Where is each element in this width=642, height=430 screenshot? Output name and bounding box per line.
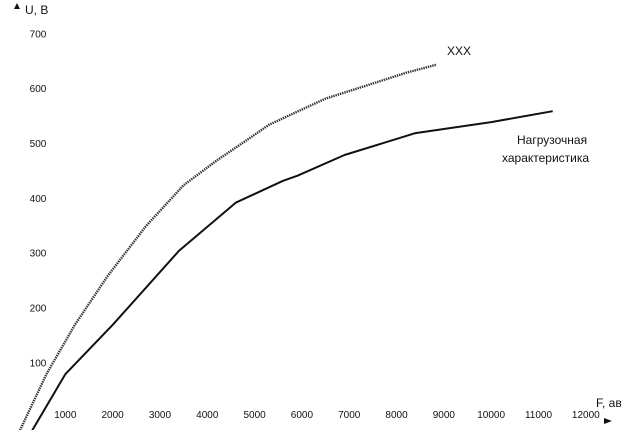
y-tick-label: 500 (30, 139, 47, 150)
x-tick-label: 12000 (572, 410, 600, 421)
x-tick-label: 5000 (243, 410, 266, 421)
series-line-load (31, 110, 553, 430)
y-tick-label: 700 (30, 29, 47, 40)
y-axis-label: U, В (25, 3, 48, 17)
y-tick-label: 300 (30, 249, 47, 260)
x-axis-arrow-icon (604, 418, 612, 424)
x-tick-label: 1000 (54, 410, 77, 421)
load-curve-label-line1: Нагрузочная (517, 133, 587, 147)
x-tick-label: 10000 (477, 410, 505, 421)
x-tick-label: 6000 (291, 410, 314, 421)
series-line-xxx (18, 63, 438, 430)
x-tick-labels: 1000 2000 3000 4000 5000 6000 7000 8000 9000 1000… (54, 410, 600, 421)
x-tick-label: 11000 (525, 410, 553, 421)
y-tick-label: 200 (30, 303, 47, 314)
x-axis-label: F, ав (596, 396, 622, 410)
x-tick-label: 3000 (149, 410, 172, 421)
y-tick-label: 100 (30, 358, 47, 369)
y-tick-labels: 100 200 300 400 500 600 700 (30, 29, 47, 369)
load-curve-label-line2: характеристика (502, 151, 589, 165)
xxx-curve-label: ХХХ (447, 44, 471, 58)
y-tick-label: 400 (30, 194, 47, 205)
x-tick-label: 9000 (433, 410, 456, 421)
y-axis-arrow-icon (14, 3, 20, 9)
x-tick-label: 2000 (102, 410, 125, 421)
y-tick-label: 600 (30, 84, 47, 95)
x-tick-label: 7000 (338, 410, 361, 421)
series-layer (18, 63, 553, 430)
x-tick-label: 4000 (196, 410, 219, 421)
x-tick-label: 8000 (385, 410, 408, 421)
